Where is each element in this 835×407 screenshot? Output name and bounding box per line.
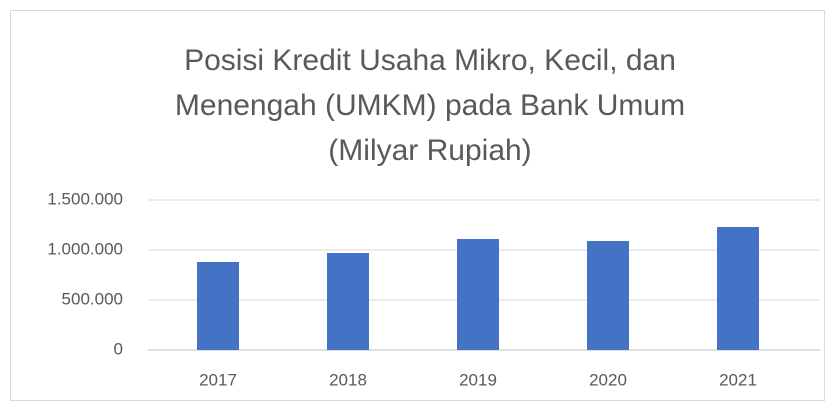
x-tick-label: 2017 [199, 370, 237, 389]
bar [717, 227, 759, 350]
x-tick-label: 2021 [719, 370, 757, 389]
y-tick-label: 1.000.000 [47, 239, 123, 258]
x-tick-label: 2018 [329, 370, 367, 389]
chart-title: (Milyar Rupiah) [328, 134, 531, 167]
chart-frame [10, 10, 825, 401]
x-tick-label: 2020 [589, 370, 627, 389]
y-tick-label: 1.500.000 [47, 189, 123, 208]
y-tick-label: 0 [114, 339, 123, 358]
x-tick-label: 2019 [459, 370, 497, 389]
chart-title: Posisi Kredit Usaha Mikro, Kecil, dan [184, 44, 676, 77]
bar [327, 253, 369, 350]
y-tick-label: 500.000 [62, 289, 123, 308]
bar [457, 239, 499, 350]
chart-title: Menengah (UMKM) pada Bank Umum [175, 89, 685, 122]
bar [197, 262, 239, 350]
bar [587, 241, 629, 350]
